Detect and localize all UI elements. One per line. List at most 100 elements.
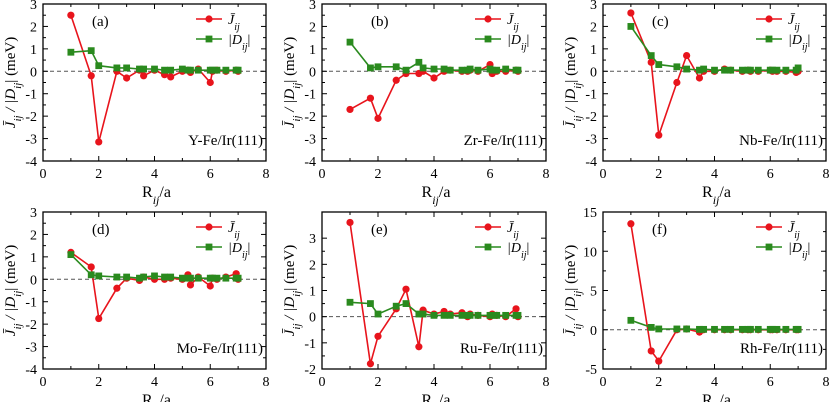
data-point-d bbox=[123, 64, 131, 72]
y-tick-label: 2 bbox=[590, 20, 597, 35]
y-tick-label: 0 bbox=[590, 65, 597, 80]
legend-label-j: J̄ij bbox=[507, 221, 519, 241]
data-point-d bbox=[754, 66, 762, 74]
data-point-d bbox=[430, 311, 438, 319]
chart-panel-c: 0 2 4 6 8 -4 -3 -2 -1 0 1 2 3 (c) J̄ij|Dij| Nb-Fe/Ir(11… bbox=[563, 0, 830, 207]
x-tick-label: 8 bbox=[543, 167, 550, 182]
x-tick-label: 4 bbox=[151, 167, 158, 182]
x-tick-label: 0 bbox=[600, 375, 607, 390]
data-point-d bbox=[402, 66, 410, 74]
y-tick-label: 0 bbox=[309, 311, 316, 326]
data-point-j bbox=[392, 76, 400, 84]
y-tick-label: -1 bbox=[304, 337, 316, 352]
system-label: Zr-Fe/Ir(111) bbox=[464, 133, 543, 149]
data-point-j bbox=[366, 94, 375, 102]
data-point-d bbox=[67, 48, 75, 56]
data-point-d bbox=[446, 66, 454, 74]
data-point-j bbox=[140, 72, 148, 80]
y-tick-label: -2 bbox=[25, 318, 37, 333]
data-point-j bbox=[95, 138, 103, 146]
y-axis-label: J̄ij / |Dij| (meV) bbox=[563, 245, 584, 336]
x-tick-label: 8 bbox=[823, 167, 830, 182]
data-point-d bbox=[700, 65, 708, 73]
data-point-j bbox=[512, 305, 520, 313]
data-point-d bbox=[151, 272, 158, 280]
y-tick-label: -3 bbox=[304, 133, 316, 148]
data-point-j bbox=[655, 357, 663, 365]
legend-label-j: J̄ij bbox=[788, 221, 800, 241]
data-point-j bbox=[67, 11, 75, 19]
data-point-d bbox=[440, 311, 448, 319]
legend-label-d: |Dij| bbox=[788, 241, 810, 261]
data-point-d bbox=[213, 274, 221, 282]
data-point-d bbox=[647, 323, 655, 331]
y-tick-label: 10 bbox=[583, 245, 597, 260]
data-point-d bbox=[782, 325, 790, 333]
x-tick-label: 4 bbox=[711, 375, 718, 390]
y-tick-label: -4 bbox=[25, 363, 37, 378]
x-tick-label: 2 bbox=[95, 167, 102, 182]
data-point-d bbox=[136, 274, 143, 282]
y-tick-label: -1 bbox=[585, 88, 597, 103]
data-point-d bbox=[374, 310, 382, 318]
x-tick-label: 8 bbox=[263, 167, 270, 182]
data-point-j bbox=[95, 314, 103, 323]
y-tick-label: 1 bbox=[309, 43, 316, 58]
panel-label: (a) bbox=[92, 14, 109, 30]
x-axis-label: Rij/a bbox=[142, 184, 171, 207]
series-line-j bbox=[70, 14, 239, 143]
y-tick-label: -3 bbox=[585, 133, 597, 148]
data-point-d bbox=[402, 300, 410, 307]
data-point-j bbox=[206, 78, 214, 87]
data-point-d bbox=[673, 325, 681, 333]
x-axis-label: Rij/a bbox=[702, 392, 731, 402]
data-point-d bbox=[711, 66, 718, 74]
data-point-j bbox=[346, 218, 354, 227]
data-point-j bbox=[206, 282, 214, 290]
y-axis-label: J̄ij / |Dij| (meV) bbox=[3, 245, 24, 336]
x-tick-label: 6 bbox=[207, 375, 214, 390]
y-tick-label: 3 bbox=[309, 232, 316, 247]
y-tick-label: 2 bbox=[309, 20, 316, 35]
data-point-d bbox=[502, 65, 510, 73]
y-tick-label: -1 bbox=[304, 88, 316, 103]
y-tick-label: 0 bbox=[30, 273, 37, 288]
data-point-j bbox=[167, 73, 175, 81]
x-tick-label: 4 bbox=[431, 167, 438, 182]
y-tick-label: -4 bbox=[25, 155, 37, 170]
data-point-d bbox=[683, 325, 691, 333]
data-point-d bbox=[178, 274, 186, 282]
y-tick-label: -3 bbox=[25, 341, 37, 356]
legend-label-d: |Dij| bbox=[788, 33, 810, 53]
data-point-j bbox=[346, 105, 354, 114]
legend-marker-d bbox=[765, 35, 773, 43]
chart-panel-d: 0 2 4 6 8 -4 -3 -2 -1 0 1 2 3 (d) J̄ij|Dij| Mo-Fe/Ir(11… bbox=[3, 206, 270, 402]
y-tick-label: -3 bbox=[25, 133, 37, 148]
y-tick-label: 3 bbox=[30, 206, 37, 221]
chart-panel-e: 0 2 4 6 8 -2 -1 0 1 2 3 (e) J̄ij|Dij| Ru-Fe/Ir(111) Ri… bbox=[282, 211, 550, 402]
x-tick-label: 0 bbox=[40, 375, 47, 390]
legend-marker-d bbox=[205, 35, 213, 43]
data-point-j bbox=[87, 72, 95, 80]
data-point-d bbox=[187, 274, 194, 282]
data-point-d bbox=[773, 66, 781, 74]
panel-label: (d) bbox=[92, 222, 110, 238]
data-point-j bbox=[374, 332, 382, 340]
chart-panel-a: 0 2 4 6 8 -4 -3 -2 -1 0 1 2 3 (a) J̄ij|Dij| Y-Fe/Ir(111… bbox=[3, 0, 270, 207]
legend-label-d: |Dij| bbox=[228, 241, 250, 261]
data-point-d bbox=[446, 311, 454, 319]
data-point-d bbox=[392, 63, 400, 71]
y-tick-label: -4 bbox=[304, 155, 316, 170]
data-point-d bbox=[647, 52, 655, 59]
data-point-d bbox=[415, 58, 423, 66]
y-tick-label: 1 bbox=[30, 251, 37, 266]
data-point-j bbox=[647, 347, 655, 355]
data-point-d bbox=[367, 300, 374, 307]
data-point-d bbox=[721, 325, 728, 333]
data-point-d bbox=[711, 325, 718, 333]
data-point-j bbox=[627, 9, 635, 17]
data-point-d bbox=[747, 325, 754, 333]
y-axis-label: J̄ij / |Dij| (meV) bbox=[563, 37, 584, 128]
data-point-j bbox=[673, 78, 681, 87]
